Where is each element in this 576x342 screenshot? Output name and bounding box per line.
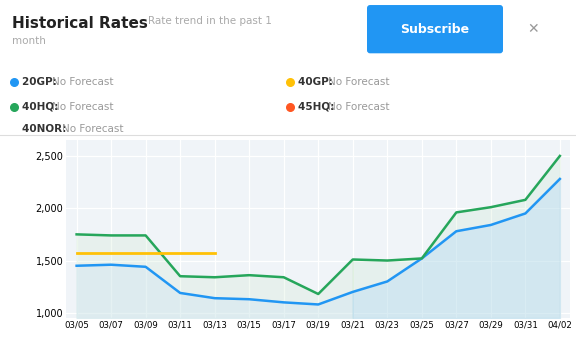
Text: No Forecast: No Forecast [52,102,113,111]
Point [9,104,18,109]
Text: No Forecast: No Forecast [52,78,113,88]
Text: No Forecast: No Forecast [62,124,123,134]
Text: Subscribe: Subscribe [400,23,469,36]
Text: No Forecast: No Forecast [328,78,389,88]
Text: Historical Rates: Historical Rates [12,16,148,31]
Text: No Forecast: No Forecast [328,102,389,111]
Text: 20GP:: 20GP: [22,78,60,88]
Text: ✕: ✕ [527,22,539,36]
Text: month: month [12,36,46,46]
Point [285,104,294,109]
Text: 40HQ:: 40HQ: [22,102,62,111]
Text: 40NOR:: 40NOR: [22,124,70,134]
Text: 45HQ:: 45HQ: [298,102,338,111]
Text: 40GP:: 40GP: [298,78,336,88]
Text: Rate trend in the past 1: Rate trend in the past 1 [148,16,272,26]
FancyBboxPatch shape [367,5,503,53]
Point [285,80,294,85]
Point [9,80,18,85]
